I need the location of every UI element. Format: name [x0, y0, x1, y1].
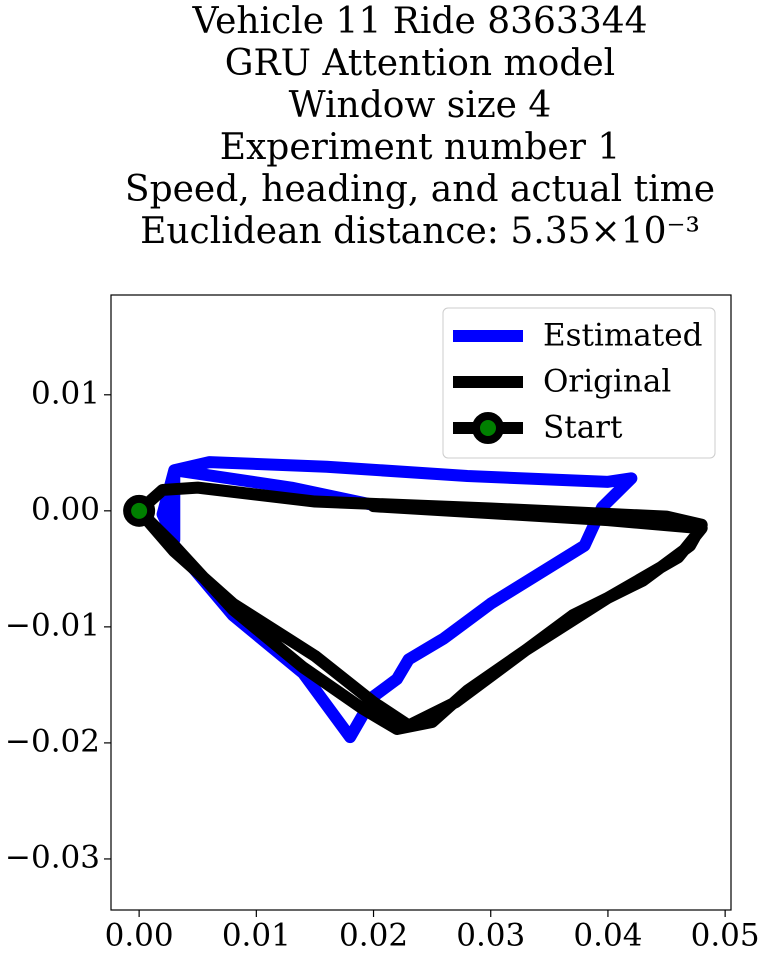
- series-line: [133, 481, 708, 735]
- x-tick-label: 0.04: [573, 918, 642, 954]
- x-tick-label: 0.03: [456, 918, 525, 954]
- legend-label: Original: [543, 364, 671, 400]
- plot-frame: [110, 294, 732, 911]
- legend-label: Estimated: [543, 318, 702, 354]
- chart-title: Euclidean distance: 5.35×10⁻³: [140, 211, 700, 252]
- x-tick-label: 0.02: [339, 918, 408, 954]
- y-tick-label: 0.00: [31, 491, 100, 527]
- chart-title: Experiment number 1: [220, 127, 621, 168]
- y-tick-label: −0.01: [5, 607, 100, 643]
- legend-marker: [472, 412, 504, 444]
- x-tick-label: 0.00: [105, 918, 174, 954]
- chart-title: Vehicle 11 Ride 8363344: [191, 1, 647, 42]
- y-tick-label: −0.02: [5, 723, 100, 759]
- chart-title: GRU Attention model: [225, 43, 615, 84]
- series-line: [133, 456, 638, 744]
- y-tick-label: 0.01: [31, 375, 100, 411]
- legend-box: [442, 307, 716, 459]
- chart-title: Window size 4: [289, 85, 552, 126]
- legend-label: Start: [543, 410, 623, 446]
- x-tick-label: 0.05: [691, 918, 760, 954]
- y-tick-label: −0.03: [5, 839, 100, 875]
- x-tick-label: 0.01: [222, 918, 291, 954]
- start-marker: [123, 494, 156, 527]
- chart-title: Speed, heading, and actual time: [125, 169, 715, 210]
